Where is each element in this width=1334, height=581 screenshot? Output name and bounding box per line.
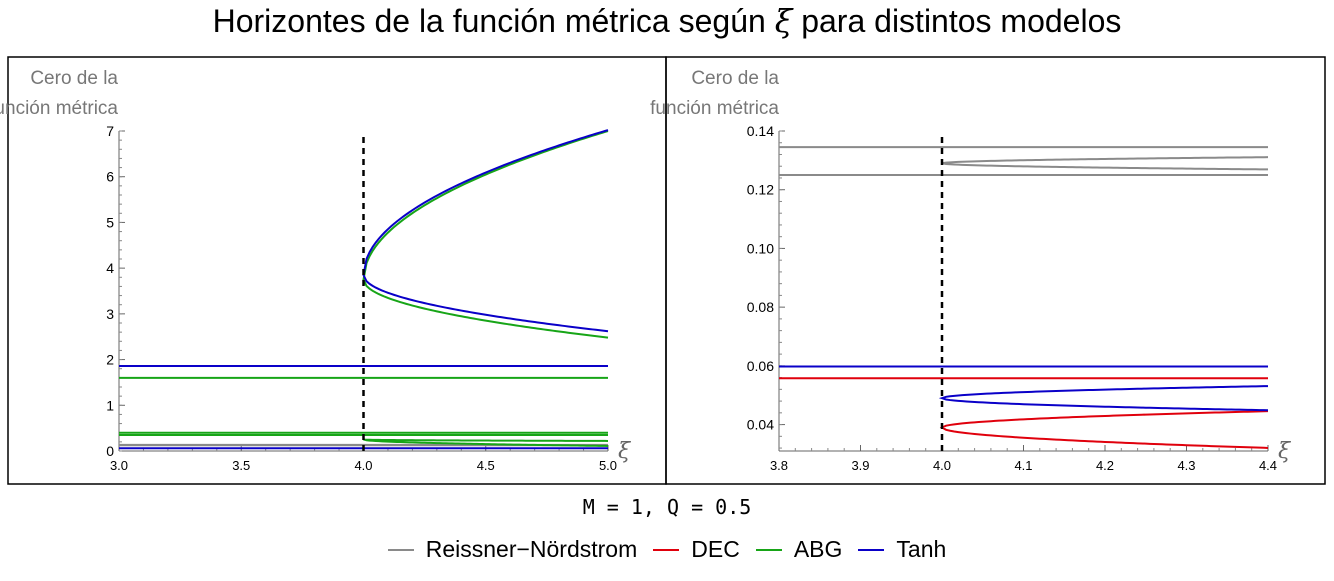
chart-title-text: Horizontes de la función métrica según bbox=[212, 3, 775, 39]
y-tick-label: 5 bbox=[106, 214, 114, 230]
legend-swatch-tanh bbox=[858, 548, 885, 551]
legend-label-dec: DEC bbox=[691, 536, 740, 562]
chart-title-text-end: para distintos modelos bbox=[792, 3, 1122, 39]
legend-label-abg: ABG bbox=[793, 536, 843, 562]
chart-title-symbol: ξ bbox=[774, 2, 793, 40]
legend-item-abg: ABG bbox=[755, 536, 843, 563]
y-tick-label: 0.10 bbox=[747, 240, 774, 256]
right-panel-plot: Cero de la función métrica ξ 3.8 3.9 4.0 4.1 4.… bbox=[650, 68, 1292, 473]
y-axis-label-line: Cero de la bbox=[691, 68, 779, 89]
legend: Reissner−Nördstrom DEC ABG Tanh bbox=[0, 536, 1334, 563]
y-axis-label-line: función métrica bbox=[0, 98, 118, 119]
y-tick-label: 1 bbox=[106, 397, 114, 413]
legend-item-tanh: Tanh bbox=[858, 536, 946, 563]
y-tick-label: 3 bbox=[106, 306, 114, 322]
y-tick-label: 7 bbox=[106, 123, 114, 139]
x-axis-label: ξ bbox=[1278, 439, 1292, 464]
y-tick-label: 0.12 bbox=[747, 182, 774, 198]
y-tick-label: 2 bbox=[106, 352, 114, 368]
legend-swatch-reissner-nordstrom bbox=[387, 548, 414, 551]
parameters-label: M = 1, Q = 0.5 bbox=[582, 495, 752, 519]
x-tick-label: 4.5 bbox=[477, 458, 495, 473]
x-axis-label: ξ bbox=[618, 439, 632, 464]
chart-title: Horizontes de la función métrica según ξ… bbox=[0, 2, 1334, 40]
y-tick-label: 0.14 bbox=[747, 123, 774, 139]
legend-item-reissner-nordstrom: Reissner−Nördstrom bbox=[387, 536, 638, 563]
y-tick-label: 6 bbox=[106, 169, 114, 185]
x-tick-label: 3.0 bbox=[110, 458, 128, 473]
x-tick-label: 4.3 bbox=[1177, 458, 1195, 473]
y-tick-label: 0.04 bbox=[747, 417, 774, 433]
y-tick-label: 0 bbox=[106, 443, 114, 459]
series-curve-abg bbox=[362, 130, 609, 339]
legend-item-dec: DEC bbox=[653, 536, 740, 563]
x-tick-label: 4.0 bbox=[354, 458, 372, 473]
series-curve-tanh bbox=[938, 385, 1269, 412]
x-tick-label: 4.2 bbox=[1096, 458, 1114, 473]
x-tick-label: 3.5 bbox=[232, 458, 250, 473]
left-panel-plot: Cero de la función métrica ξ 3.0 3.5 4.0 4.5 5.… bbox=[0, 68, 632, 473]
x-tick-label: 5.0 bbox=[599, 458, 617, 473]
x-tick-label: 4.4 bbox=[1259, 458, 1277, 473]
right-panel-border bbox=[665, 56, 1326, 485]
y-axis-label-line: Cero de la bbox=[30, 68, 118, 89]
legend-label-reissner-nordstrom: Reissner−Nördstrom bbox=[425, 536, 638, 562]
legend-swatch-dec bbox=[653, 548, 680, 551]
y-tick-label: 4 bbox=[106, 260, 114, 276]
x-tick-label: 3.8 bbox=[770, 458, 788, 473]
x-tick-label: 3.9 bbox=[851, 458, 869, 473]
x-tick-label: 4.1 bbox=[1014, 458, 1032, 473]
series-curve-reissner-n-rdstrom bbox=[941, 156, 1269, 171]
series-curve-dec bbox=[939, 410, 1269, 449]
y-tick-label: 0.06 bbox=[747, 358, 774, 374]
legend-swatch-abg bbox=[755, 548, 782, 551]
x-tick-label: 4.0 bbox=[933, 458, 951, 473]
y-axis-label-line: función métrica bbox=[650, 98, 779, 119]
y-tick-label: 0.08 bbox=[747, 299, 774, 315]
legend-label-tanh: Tanh bbox=[896, 536, 947, 562]
